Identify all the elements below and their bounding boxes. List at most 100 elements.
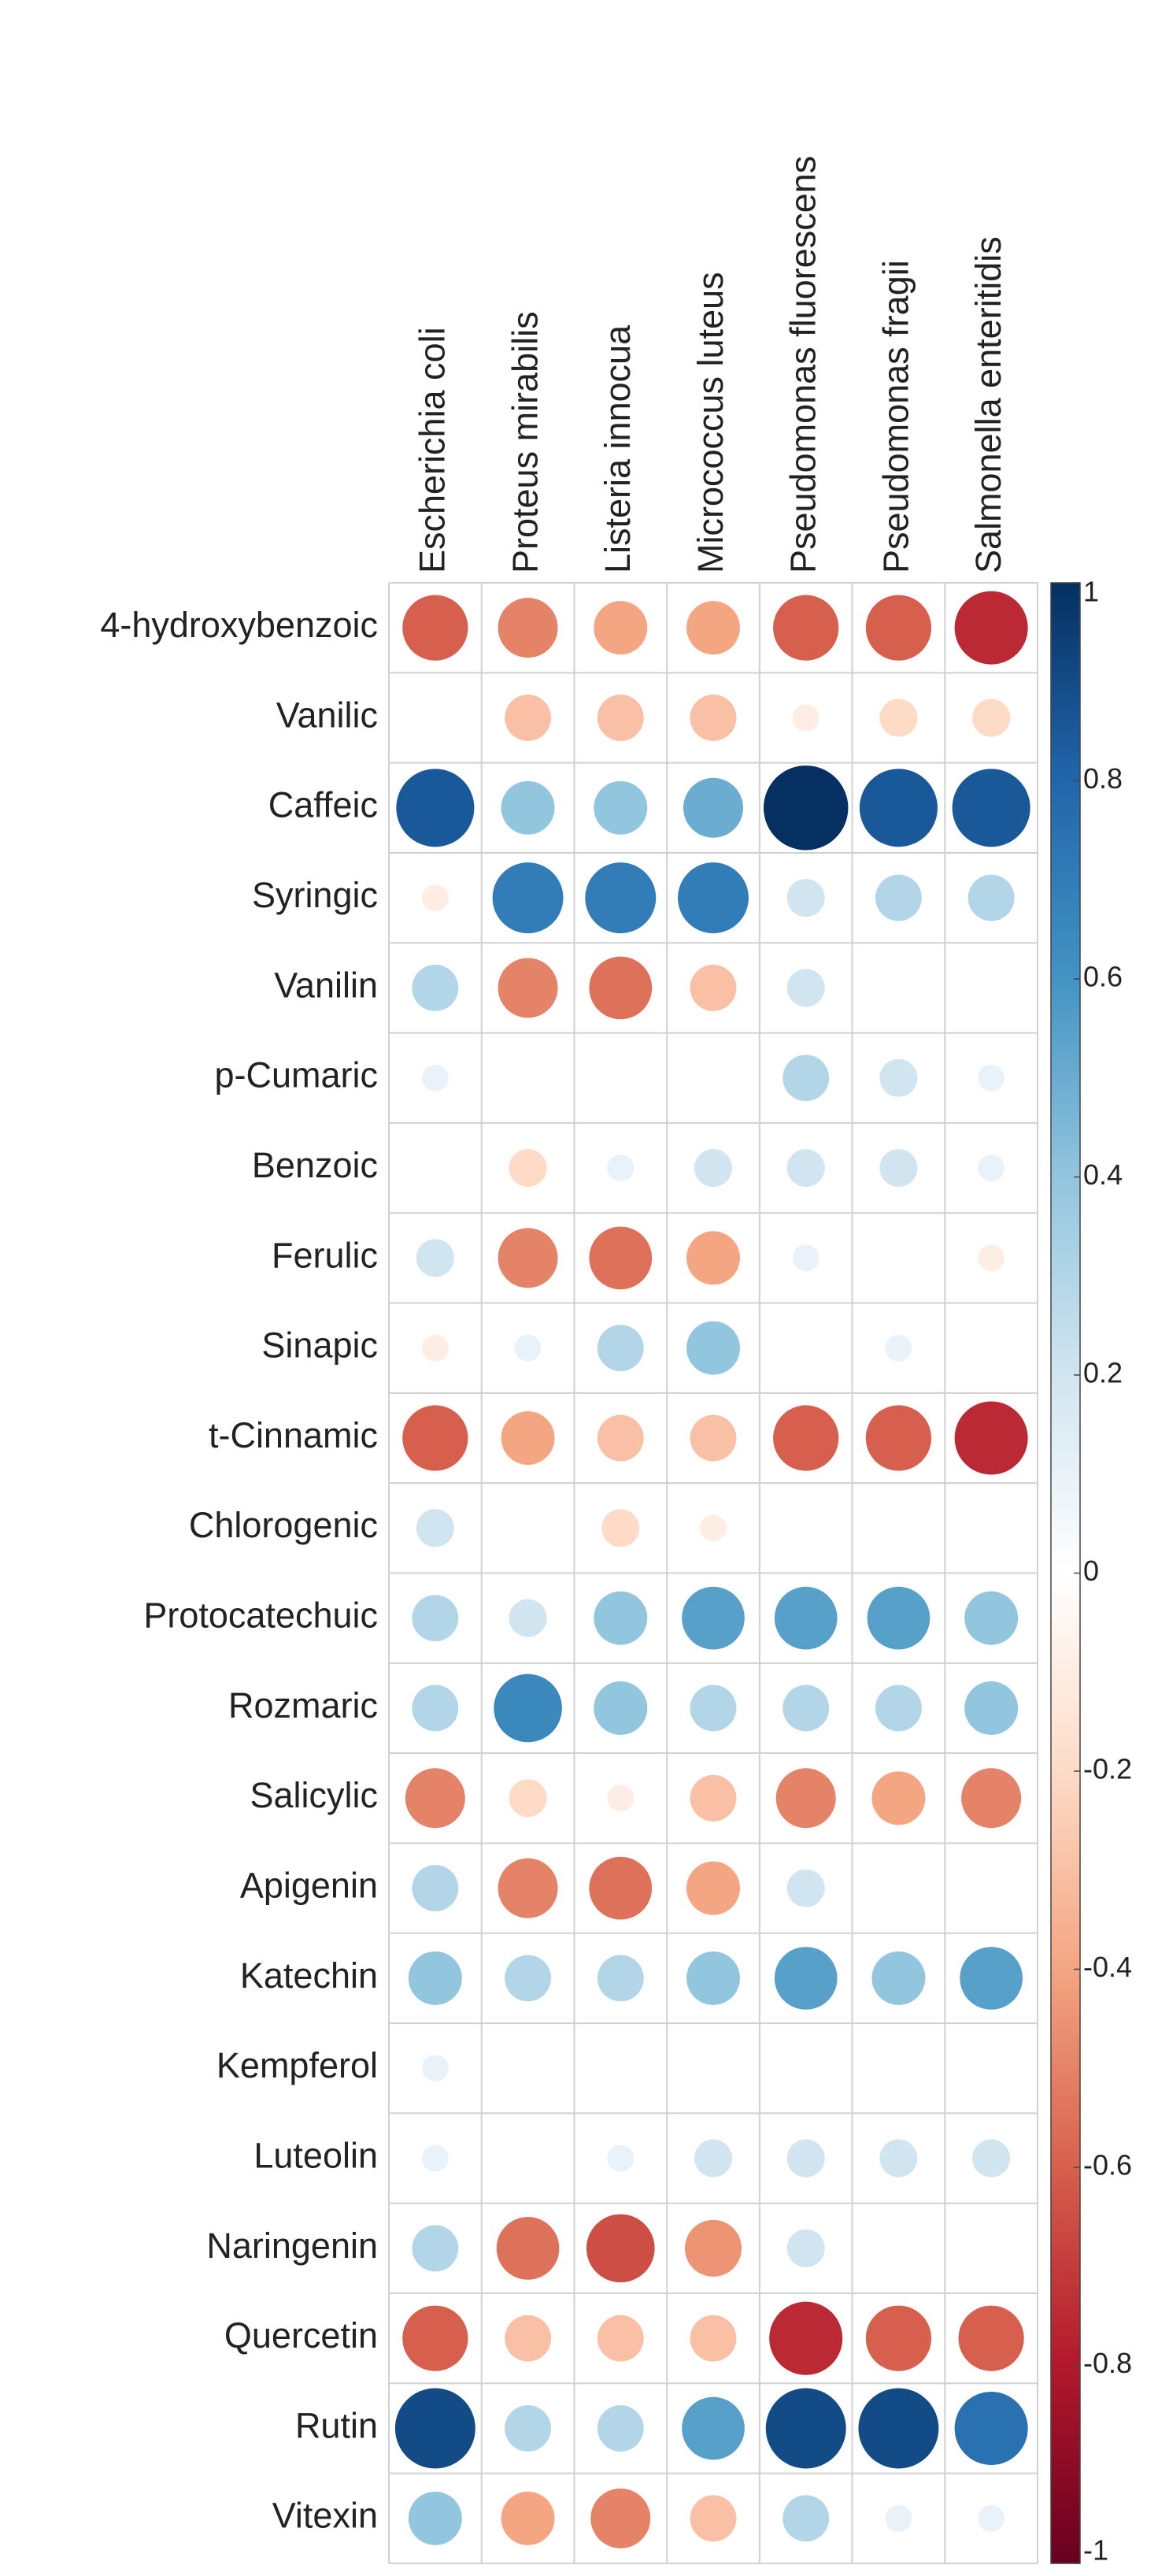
row-label: Rutin [295,2405,378,2445]
corr-circle [871,1771,926,1825]
row-label: Benzoic [252,1145,378,1185]
corr-circle [879,2139,918,2178]
corr-circle [505,2315,552,2362]
corr-circle [509,1599,547,1637]
corr-circle [412,1685,459,1732]
col-label: Listeria innocua [597,324,638,573]
corr-circle [514,1334,542,1362]
corr-circle [774,1586,838,1650]
corr-circle [786,2139,825,2178]
corr-circle [501,2491,555,2545]
col-label: Pseudomonas fragii [875,260,916,573]
corr-circle [782,1054,830,1102]
colorbar-label: 0.2 [1083,1357,1123,1389]
colorbar-label: 0.6 [1083,961,1123,993]
corr-circle [601,1509,640,1547]
corr-circle [871,1951,926,2005]
row-label: Apigenin [240,1866,378,1906]
corr-circle [765,2388,846,2469]
corr-circle [686,1951,740,2005]
corr-circle [859,769,938,847]
colorbar-label: 0.4 [1083,1158,1123,1191]
corr-circle [505,695,552,741]
colorbar-label: 0.8 [1083,762,1123,795]
corr-circle [607,2144,634,2172]
row-label: Rozmaric [228,1685,378,1725]
corr-circle [954,1401,1028,1475]
row-label: Quercetin [224,2315,378,2355]
corr-circle [763,765,849,851]
corr-circle [782,2495,830,2542]
corr-circle [594,1591,648,1645]
corr-circle [498,1858,558,1918]
corr-circle [496,2217,560,2280]
colorbar-label: -0.8 [1083,2347,1132,2379]
corr-circle [416,1239,454,1277]
row-label: Naringenin [206,2226,378,2266]
corr-circle [607,1785,634,1812]
corr-circle [865,1405,932,1471]
corr-circle [492,862,564,934]
corr-circle [498,598,558,658]
corr-circle [686,601,740,655]
corr-circle [964,1591,1019,1645]
col-label: Escherichia coli [413,327,453,573]
row-label: 4-hydroxybenzoic [100,605,378,645]
corr-circle [597,1414,644,1462]
corr-circle [412,1595,459,1642]
corr-circle [958,2305,1024,2371]
corr-circle [594,601,648,655]
corr-circle [690,1685,737,1732]
row-label: Syringic [252,875,378,915]
corr-circle [498,1228,558,1288]
corr-circle [867,1586,930,1650]
corr-circle [501,780,555,835]
corr-circle [607,1155,634,1182]
corr-circle [782,1685,830,1732]
corr-circle [879,1058,918,1097]
corr-circle [396,769,475,847]
corr-circle [405,1768,465,1829]
corr-circle [786,1149,825,1188]
corr-circle [589,956,653,1020]
corr-circle [978,2504,1005,2532]
colorbar-label: 0 [1083,1555,1099,1587]
corr-circle [690,2315,737,2362]
corr-circle [412,2225,459,2272]
corr-circle [416,1509,454,1547]
col-label: Micrococcus luteus [690,272,731,573]
corr-circle [408,1951,462,2005]
corr-circle [865,2305,932,2371]
corr-circle [421,1064,449,1092]
corr-circle [394,2388,475,2469]
corr-circle [421,2055,449,2082]
corr-circle [967,874,1015,921]
corr-circle [690,965,737,1011]
corr-circle [402,595,468,661]
corr-circle [683,777,743,838]
corr-circle [585,862,657,934]
col-label: Salmonella enteritidis [968,236,1008,573]
row-label: Sinapic [261,1325,378,1366]
corr-circle [402,2305,468,2371]
corr-circle [597,1325,644,1372]
corr-circle [978,1155,1005,1182]
row-label: Vanilic [276,695,378,735]
corr-circle [597,695,644,741]
corr-circle [690,2495,737,2542]
corr-circle [594,1681,648,1735]
colorbar-label: 1 [1083,576,1099,608]
col-label: Proteus mirabilis [505,311,545,573]
corr-circle [498,958,558,1018]
corr-circle [792,704,819,732]
corr-circle [786,1869,825,1907]
colorbar-label: -0.4 [1083,1951,1132,1983]
row-label: Protocatechuic [143,1596,378,1636]
corr-circle [509,1779,547,1818]
row-label: Kempferol [216,2045,378,2085]
corr-circle [775,1768,836,1829]
row-label: Katechin [240,1955,378,1996]
corr-circle [412,965,459,1011]
corr-circle [590,2488,651,2548]
corr-circle [774,1947,838,2010]
